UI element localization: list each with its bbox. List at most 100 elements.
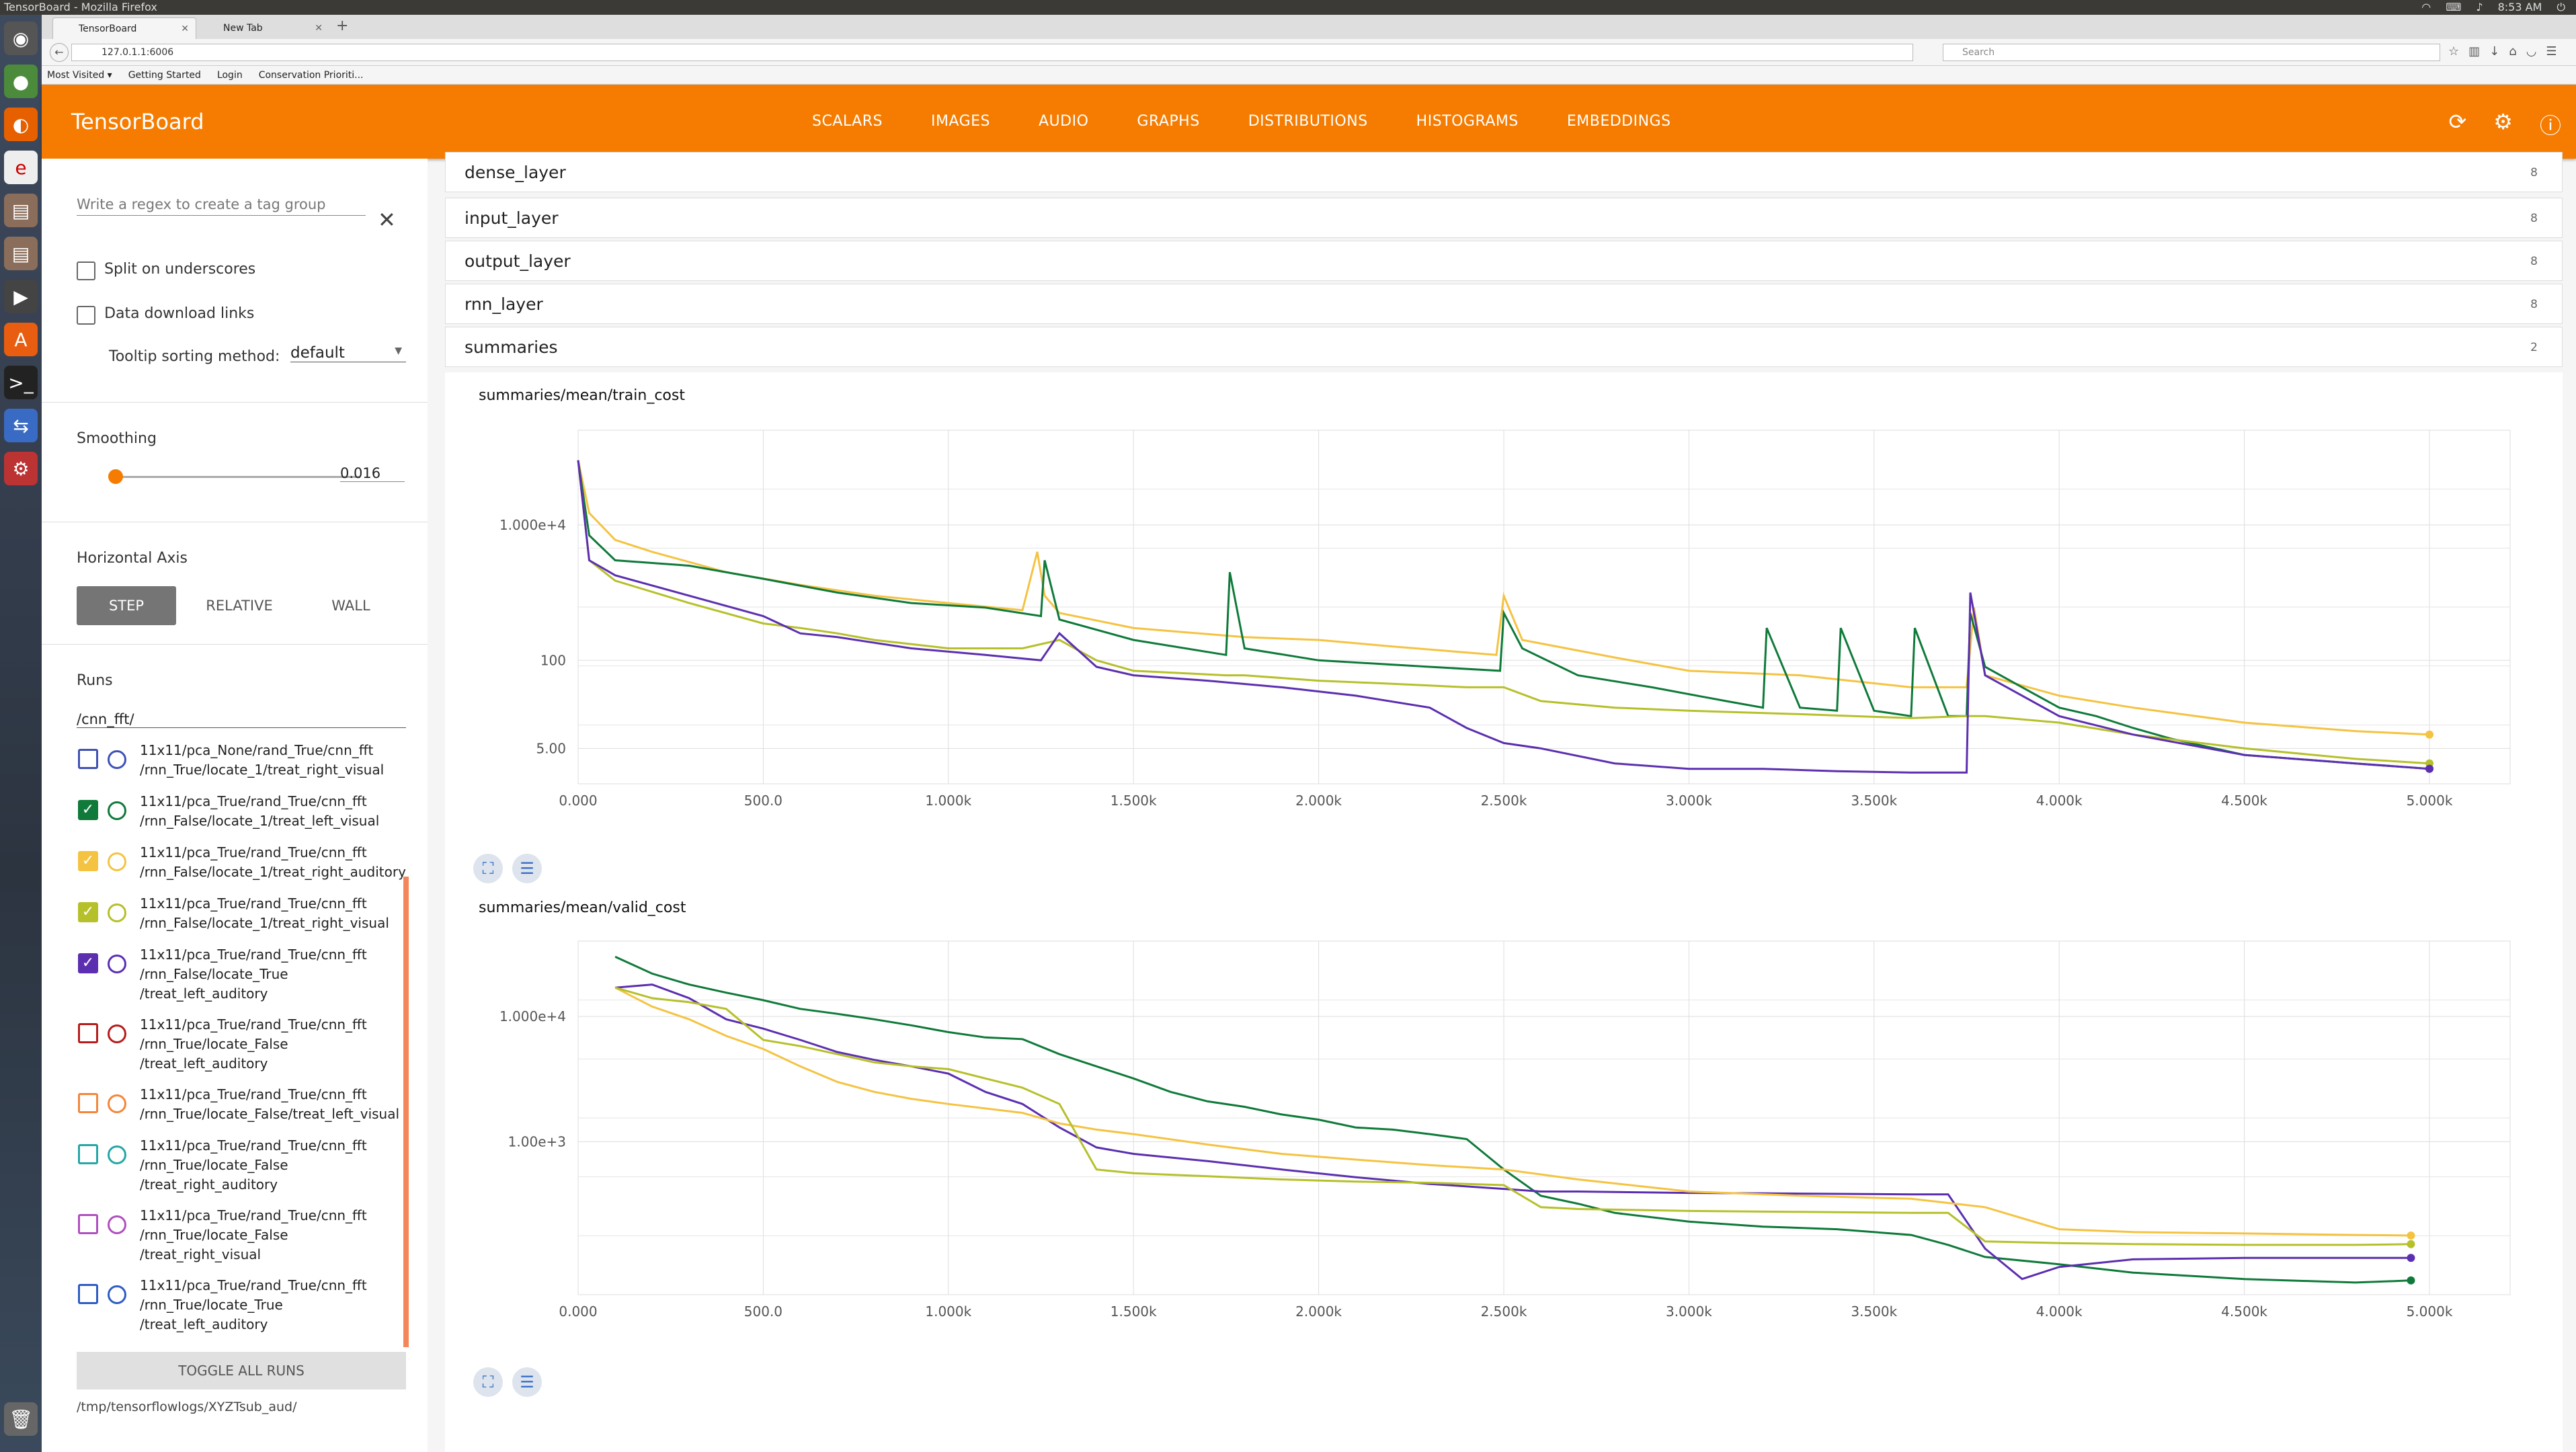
settings-icon[interactable]: ⚙	[2493, 109, 2513, 134]
run-checkbox[interactable]: ✓	[78, 953, 98, 973]
bookmark[interactable]: Getting Started	[128, 70, 201, 81]
new-tab-icon[interactable]: +	[336, 17, 349, 34]
run-checkbox[interactable]: ✓	[78, 800, 98, 820]
dash-icon[interactable]: ◉	[4, 22, 38, 55]
url-bar[interactable]: 127.0.1.1:6006	[71, 44, 1913, 61]
run-item[interactable]: 11x11/pca_True/rand_True/cnn_fft /rnn_Tr…	[78, 1085, 428, 1139]
files2-icon[interactable]: ▤	[4, 237, 38, 270]
volume-icon[interactable]: ♪	[2476, 1, 2483, 13]
clear-icon[interactable]: ✕	[378, 207, 396, 233]
category-summaries[interactable]: summaries 2	[445, 327, 2563, 367]
run-checkbox[interactable]	[78, 1093, 98, 1113]
power-icon[interactable]: ⏻	[2557, 1, 2565, 13]
firefox-icon[interactable]: ◐	[4, 108, 38, 141]
star-icon[interactable]: ☆	[2448, 44, 2460, 58]
menu-icon[interactable]: ☰	[2546, 44, 2557, 58]
run-color-radio[interactable]	[108, 750, 126, 769]
download-links-option[interactable]: Data download links	[77, 305, 254, 325]
run-checkbox[interactable]	[78, 1214, 98, 1234]
category-rnn-layer[interactable]: rnn_layer 8	[445, 284, 2563, 324]
refresh-icon[interactable]: ⟳	[2448, 109, 2467, 134]
haxis-wall-button[interactable]: WALL	[331, 598, 370, 614]
split-checkbox[interactable]	[77, 261, 95, 280]
search-input[interactable]: Search	[1943, 44, 2440, 61]
close-icon[interactable]: ✕	[181, 24, 189, 34]
bookmark[interactable]: Most Visited ▾	[47, 70, 112, 81]
run-item[interactable]: 11x11/pca_True/rand_True/cnn_fft /rnn_Tr…	[78, 1015, 428, 1072]
software-icon[interactable]: A	[4, 323, 38, 356]
run-color-radio[interactable]	[108, 1145, 126, 1164]
bookmark[interactable]: Login	[216, 70, 243, 81]
data-table-icon[interactable]: ☰	[512, 1367, 542, 1397]
slider-thumb[interactable]	[108, 469, 123, 484]
run-color-radio[interactable]	[108, 1215, 126, 1234]
tab-audio[interactable]: AUDIO	[1039, 113, 1089, 130]
run-color-radio[interactable]	[108, 801, 126, 820]
download-icon[interactable]: ↓	[2489, 44, 2500, 58]
run-color-radio[interactable]	[108, 852, 126, 871]
run-item[interactable]: 11x11/pca_None/rand_True/cnn_fft /rnn_Tr…	[78, 741, 428, 795]
category-output-layer[interactable]: output_layer 8	[445, 241, 2563, 281]
run-checkbox[interactable]	[78, 749, 98, 769]
tab-new[interactable]: New Tab ✕	[198, 17, 329, 39]
settings-icon[interactable]: ⚙	[4, 452, 38, 485]
video-icon[interactable]: ▶	[4, 280, 38, 313]
download-checkbox[interactable]	[77, 305, 95, 325]
data-table-icon[interactable]: ☰	[512, 854, 542, 883]
home-icon[interactable]: ⌂	[2509, 44, 2517, 58]
clock[interactable]: 8:53 AM	[2497, 1, 2542, 13]
scrollbar[interactable]	[403, 877, 409, 1347]
toggle-all-runs-button[interactable]: TOGGLE ALL RUNS	[77, 1352, 406, 1389]
smoothing-slider[interactable]	[108, 469, 360, 484]
train-cost-chart[interactable]: 0.000 500.0 1.000k 1.500k 2.000k 2.500k 3.000k…	[445, 406, 2563, 850]
help-icon[interactable]: ⓘ	[2539, 113, 2561, 138]
trash-icon[interactable]: 🗑	[4, 1402, 38, 1436]
run-item[interactable]: ✓ 11x11/pca_True/rand_True/cnn_fft /rnn_F…	[78, 843, 428, 897]
run-color-radio[interactable]	[108, 1285, 126, 1304]
run-item[interactable]: ✓ 11x11/pca_True/rand_True/cnn_fft /rnn_F…	[78, 945, 428, 1002]
bookmark[interactable]: Conservation Prioriti...	[258, 70, 364, 81]
run-checkbox[interactable]	[78, 1144, 98, 1164]
pocket-icon[interactable]: ◡	[2526, 44, 2537, 58]
keyboard-icon[interactable]: ⌨	[2446, 1, 2462, 13]
split-underscores-option[interactable]: Split on underscores	[77, 261, 255, 280]
tab-embeddings[interactable]: EMBEDDINGS	[1566, 113, 1671, 130]
runs-filter-input[interactable]: /cnn_fft/	[77, 711, 406, 728]
run-checkbox[interactable]	[78, 1023, 98, 1043]
run-color-radio[interactable]	[108, 1094, 126, 1113]
tab-histograms[interactable]: HISTOGRAMS	[1416, 113, 1519, 130]
app-icon[interactable]: e	[4, 151, 38, 184]
run-checkbox[interactable]	[78, 1284, 98, 1304]
tooltip-select[interactable]: default ▼	[290, 344, 406, 362]
category-dense-layer[interactable]: dense_layer 8	[445, 152, 2563, 192]
run-checkbox[interactable]: ✓	[78, 851, 98, 871]
run-item[interactable]: ✓ 11x11/pca_True/rand_True/cnn_fft /rnn_F…	[78, 792, 428, 846]
wifi-icon[interactable]: ◠	[2421, 1, 2431, 13]
tab-distributions[interactable]: DISTRIBUTIONS	[1248, 113, 1368, 130]
back-icon[interactable]: ←	[50, 43, 69, 62]
workspace-icon[interactable]: ⇆	[4, 409, 38, 442]
run-item[interactable]: ✓ 11x11/pca_True/rand_True/cnn_fft /rnn_F…	[78, 894, 428, 948]
tab-scalars[interactable]: SCALARS	[788, 85, 907, 159]
expand-icon[interactable]: ⛶	[473, 854, 503, 883]
category-input-layer[interactable]: input_layer 8	[445, 198, 2563, 238]
run-color-radio[interactable]	[108, 903, 126, 922]
run-checkbox[interactable]: ✓	[78, 902, 98, 922]
valid-cost-chart[interactable]: 0.000 500.0 1.000k 1.500k 2.000k 2.500k 3.000k…	[445, 917, 2563, 1361]
run-item[interactable]: 11x11/pca_True/rand_True/cnn_fft /rnn_Tr…	[78, 1136, 428, 1193]
terminal-icon[interactable]: >_	[4, 366, 38, 399]
haxis-relative-button[interactable]: RELATIVE	[206, 598, 273, 614]
tab-images[interactable]: IMAGES	[930, 113, 990, 130]
close-icon[interactable]: ✕	[315, 23, 323, 34]
chrome-icon[interactable]: ●	[4, 65, 38, 98]
tab-tensorboard[interactable]: TensorBoard ✕	[52, 17, 196, 39]
expand-icon[interactable]: ⛶	[473, 1367, 503, 1397]
run-color-radio[interactable]	[108, 1024, 126, 1043]
run-color-radio[interactable]	[108, 955, 126, 973]
run-item[interactable]: 11x11/pca_True/rand_True/cnn_fft /rnn_Tr…	[78, 1206, 428, 1262]
regex-input[interactable]: Write a regex to create a tag group	[77, 196, 326, 212]
haxis-step-button[interactable]: STEP	[77, 586, 176, 625]
smoothing-input[interactable]: 0.016	[340, 465, 405, 482]
library-icon[interactable]: ▥	[2468, 44, 2481, 58]
files-icon[interactable]: ▤	[4, 194, 38, 227]
